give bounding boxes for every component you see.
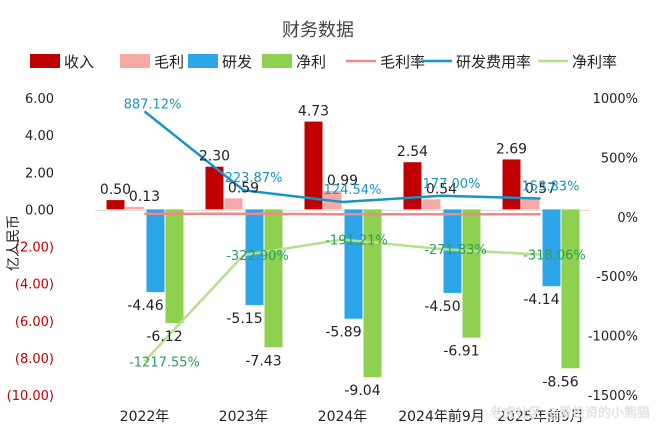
bar: [146, 209, 165, 293]
legend-label: 净利率: [572, 53, 617, 71]
bar-value-label: 0.54: [426, 181, 457, 197]
bar: [561, 209, 580, 369]
bar-value-label: -5.89: [325, 325, 361, 341]
bar-value-label: -6.12: [146, 329, 182, 345]
line-series: [143, 110, 541, 363]
line-value-label: -318.06%: [523, 249, 586, 264]
bar-value-label: -7.43: [245, 353, 281, 369]
line-value-label: 177.00%: [423, 177, 481, 192]
bar: [264, 209, 283, 348]
bar: [304, 121, 323, 210]
line-value-label: -322.90%: [226, 249, 289, 264]
line-series-path: [143, 110, 541, 204]
legend-swatch: [30, 54, 60, 68]
y2-tick-label: 500%: [601, 151, 638, 166]
legend-label: 收入: [64, 53, 94, 71]
bar: [224, 198, 243, 210]
y-tick-label: (2.00): [15, 241, 54, 256]
bar-value-label: 0.50: [100, 182, 131, 198]
bar-value-label: 0.59: [228, 180, 259, 196]
watermark: 老虎社区 @爱投资的小熊猫: [488, 405, 650, 421]
bar-value-label: -8.56: [542, 374, 578, 390]
y-tick-label: (6.00): [15, 315, 54, 330]
y-tick-label: (4.00): [15, 278, 54, 293]
bar-value-label: 2.30: [199, 149, 230, 165]
bar-value-label: 0.13: [129, 189, 160, 205]
bar-value-label: 2.69: [496, 141, 527, 157]
line-value-label: 124.54%: [324, 183, 382, 198]
line-series-path: [143, 238, 541, 363]
y2-tick-label: -500%: [596, 270, 638, 285]
x-tick-label: 2023年: [219, 409, 269, 425]
bar-value-label: 2.54: [397, 144, 428, 160]
bar-value-label: -4.50: [424, 299, 460, 315]
line-value-label: 223.87%: [225, 171, 283, 186]
bar-value-label: -4.46: [127, 298, 163, 314]
legend-label: 毛利: [154, 53, 184, 71]
y-tick-label: 2.00: [25, 166, 54, 181]
y-tick-label: 4.00: [25, 129, 54, 144]
bar: [502, 159, 521, 210]
legend-label: 研发: [222, 53, 252, 71]
bar: [363, 209, 382, 378]
y-tick-label: (10.00): [7, 389, 54, 404]
bar: [106, 200, 125, 210]
x-tick-label: 2025年前9月: [497, 408, 584, 425]
y2-tick-label: 1000%: [593, 92, 638, 107]
y-tick-label: 6.00: [25, 92, 54, 107]
bar-value-label: -9.04: [344, 383, 380, 399]
bar: [422, 199, 441, 210]
y-tick-label: (8.00): [15, 352, 54, 367]
bar-value-label: 0.57: [525, 181, 556, 197]
legend-swatch: [188, 54, 218, 68]
line-value-label: -1217.55%: [129, 355, 200, 370]
bar: [521, 198, 540, 210]
line-series-path: [144, 212, 541, 216]
bar-value-label: -5.15: [226, 311, 262, 327]
chart-title: 财务数据: [282, 20, 354, 41]
axes: 6.00 4.00 2.00 0.00 (2.00) (4.00) (6.00) (8.00)…: [7, 92, 638, 425]
x-tick-label: 2024年: [318, 409, 368, 425]
line-value-label: -271.83%: [424, 243, 487, 258]
bar: [165, 209, 184, 323]
legend-swatch: [262, 54, 292, 68]
legend: 收入 毛利 研发 净利 毛利率 研发费用率 净利率: [30, 53, 617, 71]
line-value-label: 153.83%: [522, 180, 580, 195]
data-labels: 0.50 2.30 4.73 2.54 2.69 0.13 0.59 0.99 0.54 0.57…: [100, 97, 586, 399]
legend-label: 净利: [296, 53, 326, 71]
y2-tick-label: -1000%: [588, 330, 638, 345]
bar: [205, 166, 224, 210]
bar-value-label: -4.14: [523, 292, 559, 308]
legend-label: 毛利率: [380, 53, 425, 71]
x-tick-label: 2024年前9月: [398, 408, 485, 425]
bar-value-label: -6.91: [443, 344, 479, 360]
y2-tick-label: 0%: [617, 211, 638, 226]
bar: [462, 209, 481, 338]
bar: [245, 209, 264, 305]
bar-value-label: 4.73: [298, 104, 329, 120]
legend-swatch: [120, 54, 150, 68]
bar: [344, 209, 363, 319]
bar-series: [106, 121, 580, 378]
y2-tick-label: -1500%: [588, 389, 638, 404]
y-tick-label: 0.00: [25, 203, 54, 218]
bar: [542, 209, 561, 287]
bar: [403, 162, 422, 210]
x-tick-label: 2022年: [120, 409, 170, 425]
bar: [125, 206, 144, 210]
y-axis-label: 亿人民币: [6, 215, 22, 271]
line-value-label: 887.12%: [124, 97, 182, 112]
legend-label: 研发费用率: [456, 53, 531, 71]
bar-value-label: 0.99: [327, 173, 358, 189]
line-value-label: -191.21%: [325, 234, 388, 249]
bar: [443, 209, 462, 293]
